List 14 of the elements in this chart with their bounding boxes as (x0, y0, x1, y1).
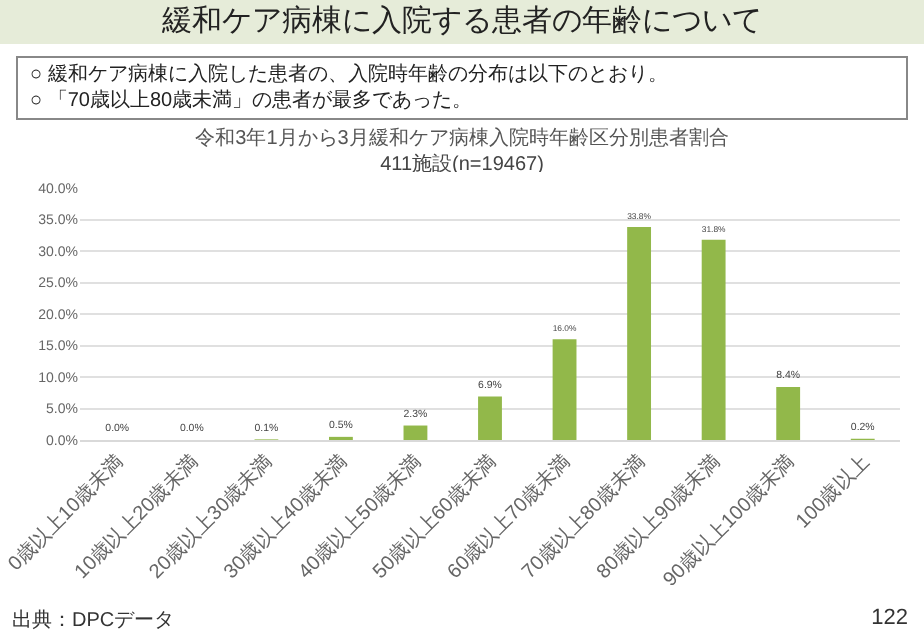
bar (627, 227, 652, 440)
bar (552, 339, 577, 440)
source-note: 出典：DPCデータ (12, 607, 175, 634)
bar (478, 396, 502, 440)
bar (701, 239, 726, 440)
bar (776, 387, 801, 440)
text: ○ 「70歳以上80歳未満」の患者が最多であった。 (30, 88, 475, 114)
chart-subtitle: 令和3年1月から3月緩和ケア病棟入院時年齢区分別患者割合 (193, 125, 731, 152)
text: 411施設(n=19467) (378, 151, 546, 178)
chart-title: 緩和ケア病棟に入院する患者の年齢について (0, 0, 924, 44)
bar (403, 425, 428, 440)
x-tick-label: 100歳以上 (791, 450, 875, 534)
text: 122 (871, 606, 908, 630)
text: ○ 緩和ケア病棟に入院した患者の、入院時年齢の分布は以下のとおり。 (30, 62, 670, 88)
